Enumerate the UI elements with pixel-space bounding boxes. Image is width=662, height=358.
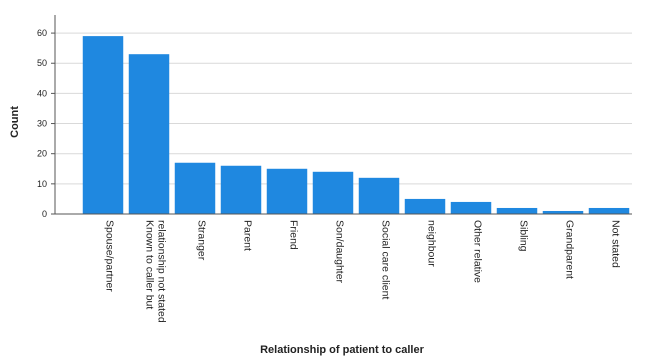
y-tick-label: 50 <box>37 58 47 68</box>
x-category-label: Son/daughter <box>334 220 346 284</box>
bar <box>174 162 216 214</box>
y-tick-label: 30 <box>37 119 47 129</box>
axes <box>51 15 632 215</box>
x-category-label: Grandparent <box>564 220 576 279</box>
x-category-label: Parent <box>242 220 254 251</box>
bar <box>312 171 354 214</box>
bar <box>128 54 170 215</box>
bar <box>82 36 124 214</box>
bar <box>404 198 446 214</box>
bar <box>496 207 538 214</box>
y-tick-label: 0 <box>42 209 47 219</box>
bar <box>358 177 400 214</box>
y-tick-label: 20 <box>37 149 47 159</box>
x-category-labels: Spouse/partner Known to caller but relatio… <box>104 220 622 323</box>
y-tick-label: 60 <box>37 28 47 38</box>
bars <box>82 36 630 215</box>
x-category-label: Spouse/partner <box>104 220 116 292</box>
x-category-label: Social care client <box>380 220 392 299</box>
x-category-label: Not stated <box>610 220 622 268</box>
x-category-label: Friend <box>288 220 300 250</box>
x-category-label: Stranger <box>196 220 208 261</box>
x-category-label: neighbour <box>426 220 438 267</box>
bar <box>588 207 630 214</box>
x-category-label: Known to caller but <box>144 220 156 309</box>
x-category-label: relationship not stated <box>156 220 168 323</box>
y-tick-labels: 0 10 20 30 40 50 60 <box>37 28 47 219</box>
x-axis-title: Relationship of patient to caller <box>260 344 425 356</box>
x-category-label: Sibling <box>518 220 530 252</box>
y-tick-label: 40 <box>37 88 47 98</box>
bar <box>220 165 262 214</box>
x-category-label: Other relative <box>472 220 484 283</box>
bar <box>266 168 308 214</box>
y-axis-title: Count <box>9 106 21 138</box>
bar <box>542 210 584 214</box>
y-tick-label: 10 <box>37 179 47 189</box>
bar <box>450 201 492 214</box>
